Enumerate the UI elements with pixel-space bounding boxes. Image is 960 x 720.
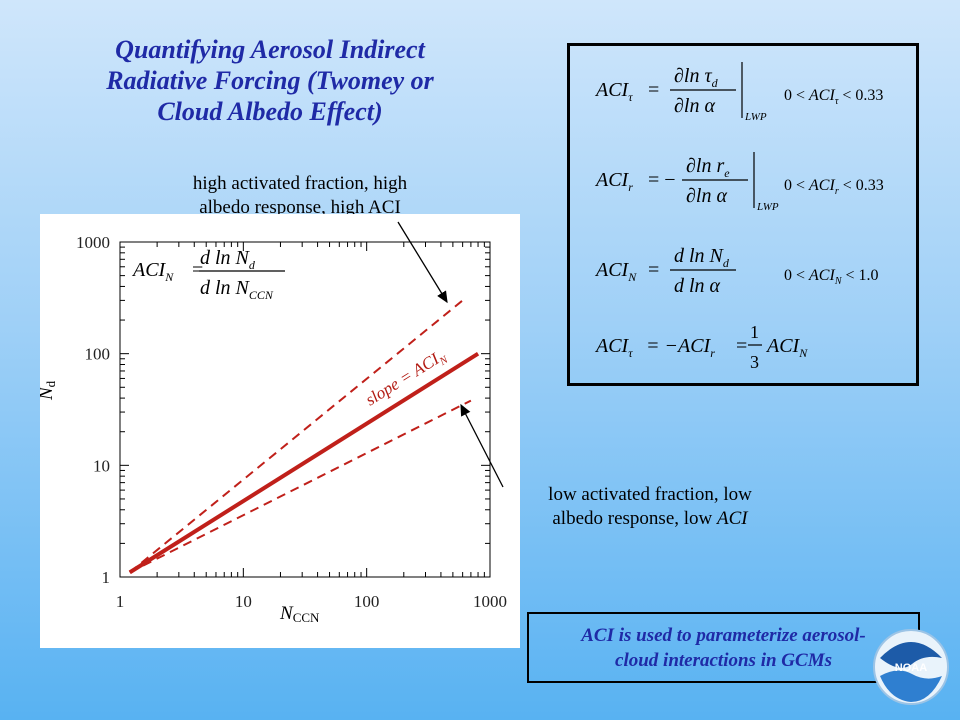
footer-line-2: cloud interactions in GCMs bbox=[615, 650, 832, 671]
aci-n-equation: ACIN = d ln Nd d ln NCCN bbox=[131, 247, 285, 302]
svg-text:ACIN: ACIN bbox=[131, 259, 174, 284]
y-axis-label: Nd bbox=[40, 380, 58, 401]
equation-denominator: ∂ln α bbox=[686, 185, 727, 207]
equation-range: 0 < ACIτ < 0.33 bbox=[784, 87, 883, 107]
equation-lhs: ACIN bbox=[594, 259, 637, 284]
svg-text:1: 1 bbox=[750, 322, 759, 342]
svg-text:3: 3 bbox=[750, 352, 759, 372]
equation-sign: = bbox=[648, 259, 659, 281]
equation-denominator: d ln α bbox=[674, 275, 721, 297]
equation-numerator: ∂ln τd bbox=[674, 65, 719, 90]
y-tick-label: 10 bbox=[93, 456, 110, 475]
y-tick-label: 1000 bbox=[76, 233, 110, 252]
aci-equation-row: ACIr = − ∂ln re ∂ln α LWP 0 < ACIr < 0.33 bbox=[594, 152, 884, 213]
equation-sign: = − bbox=[648, 169, 676, 191]
aci-equations-box: ACIτ = ∂ln τd ∂ln α LWP 0 < ACIτ < 0.33 ACIr = … bbox=[567, 43, 919, 386]
equation-numerator: ∂ln re bbox=[686, 155, 730, 180]
title-line-2: Radiative Forcing (Twomey or bbox=[106, 66, 434, 95]
svg-text:d ln Nd: d ln Nd bbox=[200, 247, 256, 272]
equation-range: 0 < ACIr < 0.33 bbox=[784, 177, 884, 197]
low-annotation-line-1: low activated fraction, low bbox=[548, 484, 752, 505]
high-annotation-line-1: high activated fraction, high bbox=[192, 173, 408, 194]
plot-frame bbox=[119, 241, 491, 578]
x-tick-label: 100 bbox=[354, 592, 380, 611]
y-tick-label: 100 bbox=[85, 345, 111, 364]
chart-svg: 1 10 100 1000 1 10 100 1000 NCCN Nd ACIN = d ln… bbox=[40, 233, 507, 625]
low-annotation-aci: ACI bbox=[717, 508, 748, 529]
nd-vs-nccn-plot: 1 10 100 1000 1 10 100 1000 NCCN Nd ACIN = d ln… bbox=[40, 214, 520, 648]
svg-text:=: = bbox=[736, 335, 747, 357]
y-tick-label: 1 bbox=[102, 568, 111, 587]
equation-range: 0 < ACIN < 1.0 bbox=[784, 267, 879, 287]
equation-denominator: ∂ln α bbox=[674, 95, 715, 117]
equation-lhs: ACIr bbox=[594, 169, 633, 194]
svg-text:=: = bbox=[192, 259, 203, 281]
x-tick-label: 10 bbox=[235, 592, 252, 611]
series-lines bbox=[128, 299, 480, 575]
dashed-series-line bbox=[129, 299, 464, 574]
plot-frame-rect bbox=[119, 241, 491, 578]
aci-equation-row: ACIN = d ln Nd d ln α 0 < ACIN < 1.0 bbox=[594, 245, 879, 297]
title-line-3: Cloud Albedo Effect) bbox=[157, 97, 383, 126]
svg-text:= −ACIr: = −ACIr bbox=[646, 335, 715, 360]
evaluation-subscript: LWP bbox=[756, 201, 779, 213]
aci-equation-row: ACIτ = ∂ln τd ∂ln α LWP 0 < ACIτ < 0.33 bbox=[594, 62, 883, 123]
noaa-logo: NOAA bbox=[873, 629, 949, 705]
aci-relation-equation: ACIτ = −ACIr = 1 3 ACIN bbox=[594, 322, 808, 372]
svg-text:ACIτ: ACIτ bbox=[594, 335, 633, 360]
svg-text:d ln NCCN: d ln NCCN bbox=[200, 277, 274, 302]
dashed-series-line bbox=[129, 399, 472, 574]
noaa-logo-text: NOAA bbox=[895, 662, 927, 674]
equation-lhs: ACIτ bbox=[594, 79, 633, 104]
slide-title: Quantifying Aerosol Indirect Radiative F… bbox=[40, 34, 500, 127]
evaluation-subscript: LWP bbox=[744, 111, 767, 123]
low-annotation-line-2: albedo response, low ACI bbox=[500, 507, 800, 531]
high-aci-annotation: high activated fraction, high albedo res… bbox=[150, 172, 450, 220]
low-annotation-text: albedo response, low bbox=[552, 508, 718, 529]
title-line-1: Quantifying Aerosol Indirect bbox=[115, 35, 425, 64]
tick-marks bbox=[119, 242, 490, 578]
equation-sign: = bbox=[648, 79, 659, 101]
tick-labels: 1 10 100 1000 1 10 100 1000 bbox=[76, 233, 507, 611]
svg-text:ACIN: ACIN bbox=[765, 335, 808, 360]
x-tick-label: 1000 bbox=[473, 592, 507, 611]
x-axis-label: NCCN bbox=[279, 603, 320, 625]
equations-svg: ACIτ = ∂ln τd ∂ln α LWP 0 < ACIτ < 0.33 ACIr = … bbox=[594, 62, 884, 372]
high-annotation-line-2: albedo response, high ACI bbox=[199, 197, 401, 218]
footer-line-1: ACI is used to parameterize aerosol- bbox=[581, 625, 866, 646]
solid-series-line bbox=[128, 351, 480, 575]
equation-numerator: d ln Nd bbox=[674, 245, 730, 270]
x-tick-label: 1 bbox=[116, 592, 125, 611]
footer-note: ACI is used to parameterize aerosol- clo… bbox=[527, 612, 920, 683]
low-aci-annotation: low activated fraction, low albedo respo… bbox=[500, 483, 800, 531]
